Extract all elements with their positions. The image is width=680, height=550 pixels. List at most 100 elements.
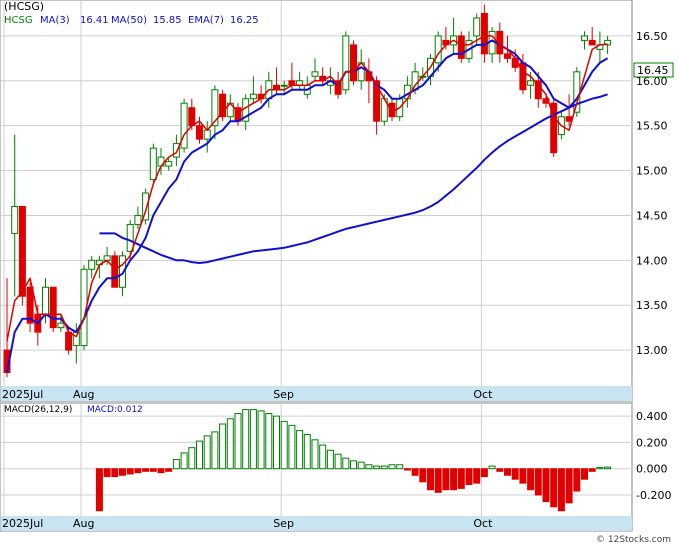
price-y-tick: 14.50: [636, 209, 668, 222]
macd-bar-negative: [103, 468, 111, 478]
ma50-line: [99, 93, 608, 264]
candle-up: [342, 35, 350, 91]
candle-up: [57, 322, 65, 329]
macd-bar-positive: [303, 434, 311, 470]
macd-bar-positive: [265, 413, 273, 470]
macd-histogram: [95, 409, 612, 512]
macd-bar-negative: [465, 468, 473, 485]
legend-ma3-label: MA(3): [40, 15, 70, 26]
candle-down: [111, 255, 119, 288]
candle-up: [527, 80, 535, 86]
candle-down: [373, 80, 381, 122]
macd-bar-negative: [111, 468, 119, 478]
candle-up: [165, 161, 173, 167]
legend-ma50-label: MA(50): [111, 15, 147, 26]
macd-bar-negative: [480, 468, 488, 478]
price-y-tick: 14.00: [636, 254, 668, 267]
macd-bar-positive: [196, 440, 203, 470]
macd-bar-positive: [342, 457, 350, 470]
macd-bar-negative: [419, 468, 427, 483]
candle-up: [172, 143, 180, 158]
candle-down: [504, 53, 511, 59]
macd-bar-negative: [527, 468, 535, 491]
macd-bar-negative: [519, 468, 527, 484]
macd-bar-negative: [411, 468, 419, 476]
candle-up: [411, 71, 419, 91]
macd-bar-positive: [172, 459, 180, 470]
price-x-tick: Sep: [273, 388, 294, 401]
macd-bar-positive: [226, 418, 234, 470]
macd-bar-negative: [550, 468, 558, 508]
candle-down: [588, 39, 596, 46]
price-x-tick: Aug: [73, 388, 94, 401]
macd-bar-negative: [95, 468, 103, 512]
macd-legend-value: MACD:0.012: [87, 405, 143, 415]
macd-bar-negative: [134, 468, 142, 474]
macd-y-tick: 0.400: [636, 410, 668, 423]
last-price-value: 16.45: [637, 64, 669, 77]
macd-bar-negative: [165, 468, 173, 472]
macd-bar-negative: [442, 468, 450, 491]
candle-down: [550, 102, 558, 154]
candle-up: [149, 147, 157, 181]
macd-bar-negative: [119, 468, 126, 476]
macd-bar-positive: [211, 431, 219, 470]
macd-y-tick: 0.000: [636, 463, 668, 476]
candle-down: [196, 125, 203, 140]
price-y-tick: 16.00: [636, 75, 668, 88]
candle-up: [280, 84, 288, 87]
macd-bar-negative: [403, 468, 411, 471]
candle-up: [311, 71, 319, 77]
candle-down: [65, 331, 73, 351]
candle-up: [249, 93, 257, 100]
candle-up: [72, 331, 80, 347]
macd-bar-negative: [142, 468, 150, 472]
macd-bar-negative: [496, 468, 504, 472]
macd-bar-negative: [126, 468, 134, 475]
candle-down: [26, 286, 34, 324]
candle-up: [180, 102, 188, 149]
macd-x-axis: 2025Jul Aug Sep Oct: [2, 517, 493, 530]
price-y-tick: 15.50: [636, 120, 668, 133]
legend-ema7-label: EMA(7): [188, 15, 224, 26]
macd-bar-positive: [234, 413, 242, 470]
candle-up: [581, 35, 588, 41]
last-price-box: 16.45: [633, 62, 674, 78]
price-y-tick: 16.50: [636, 30, 668, 43]
macd-bar-positive: [373, 465, 381, 470]
legend-ma50-value: 15.85: [153, 15, 182, 26]
macd-bar-negative: [504, 468, 511, 476]
macd-bar-negative: [588, 468, 596, 472]
macd-bar-negative: [427, 468, 434, 491]
macd-bar-positive: [326, 449, 334, 470]
macd-bar-positive: [188, 447, 196, 470]
macd-bar-negative: [542, 468, 550, 503]
candle-up: [203, 129, 211, 140]
candle-down: [334, 80, 342, 95]
macd-bar-positive: [273, 415, 280, 470]
ma3-line: [6, 35, 608, 342]
macd-legend-label: MACD(26,12,9): [4, 405, 72, 415]
candle-down: [457, 35, 465, 59]
macd-bar-positive: [242, 409, 250, 470]
candle-up: [11, 205, 19, 234]
macd-bar-positive: [257, 410, 265, 470]
macd-bar-positive: [596, 466, 604, 470]
macd-bar-positive: [380, 465, 388, 470]
macd-bar-negative: [473, 468, 481, 484]
price-y-axis: 16.50 16.00 15.50 15.00 14.50 14.00 13.50 13.00: [636, 30, 668, 357]
macd-bar-positive: [388, 464, 396, 470]
macd-bar-positive: [396, 464, 404, 470]
macd-bar-positive: [203, 435, 211, 470]
macd-x-tick: Aug: [73, 517, 94, 530]
candle-down: [219, 93, 227, 118]
price-y-tick: 13.00: [636, 344, 668, 357]
macd-x-tick: Sep: [273, 517, 294, 530]
macd-bar-positive: [488, 465, 496, 470]
macd-legend: MACD(26,12,9) MACD:0.012: [4, 405, 143, 415]
candle-up: [134, 214, 142, 225]
price-legend: HCSG MA(3) 16.41 MA(50) 15.85 EMA(7) 16.…: [4, 15, 259, 26]
candle-up: [119, 255, 126, 288]
macd-bar-positive: [319, 444, 327, 470]
price-panel-frame: [0, 0, 633, 402]
